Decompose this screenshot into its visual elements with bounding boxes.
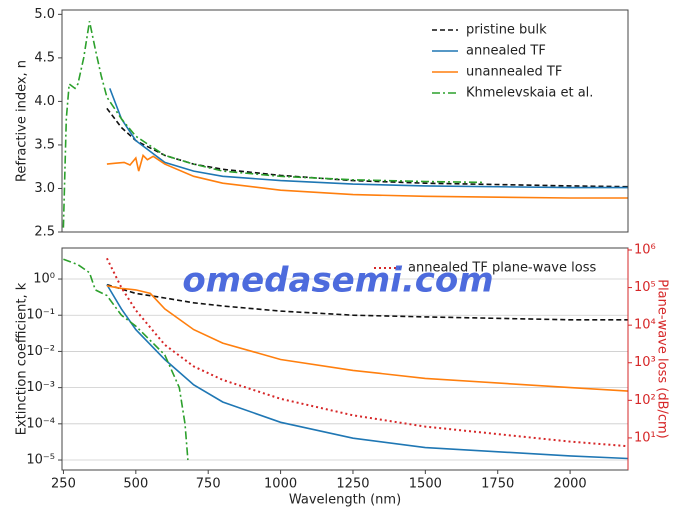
y2-tick-label: 10⁴ — [634, 318, 656, 333]
y2-axis-label: Plane-wave loss (dB/cm) — [655, 279, 670, 439]
y-tick-label: 10⁻⁵ — [26, 453, 55, 468]
series-line — [106, 283, 628, 321]
x-tick-label: 500 — [123, 477, 148, 492]
y-tick-label: 10⁻³ — [26, 380, 55, 395]
legend-label: pristine bulk — [466, 23, 547, 38]
series-line — [106, 285, 628, 392]
series-line — [109, 88, 628, 189]
x-tick-label: 1000 — [264, 477, 297, 492]
x-tick-label: 750 — [196, 477, 221, 492]
y2-tick-label: 10³ — [634, 355, 656, 370]
y2-tick-label: 10⁵ — [634, 280, 656, 295]
series-line — [63, 258, 189, 461]
legend-label: unannealed TF — [466, 65, 562, 80]
y-tick-label: 3.5 — [34, 137, 55, 152]
y2-tick-label: 10⁶ — [634, 242, 656, 257]
x-tick-label: 1750 — [481, 477, 514, 492]
plot-frame — [61, 9, 629, 233]
y-tick-label: 10⁻¹ — [26, 308, 55, 323]
y2-tick-label: 10¹ — [634, 430, 656, 445]
x-axis-label: Wavelength (nm) — [289, 493, 401, 508]
y-tick-label: 2.5 — [34, 225, 55, 240]
x-tick-label: 1250 — [336, 477, 369, 492]
y-axis-label: Extinction coefficient, k — [15, 282, 30, 435]
series-line — [62, 21, 484, 228]
y-tick-label: 10⁻² — [26, 344, 55, 359]
y-tick-label: 4.5 — [34, 50, 55, 65]
y-tick-label: 10⁰ — [33, 272, 55, 287]
series-line — [106, 153, 628, 199]
legend-label: annealed TF plane-wave loss — [408, 261, 596, 276]
y-tick-label: 10⁻⁴ — [26, 416, 55, 431]
x-tick-label: 1500 — [409, 477, 442, 492]
legend-label: annealed TF — [466, 44, 546, 59]
x-tick-label: 2000 — [554, 477, 587, 492]
watermark: omedasemi.com — [182, 261, 493, 301]
x-tick-label: 250 — [51, 477, 76, 492]
y-tick-label: 3.0 — [34, 181, 55, 196]
y-tick-label: 4.0 — [34, 94, 55, 109]
series-line — [106, 257, 628, 448]
y-axis-label: Refractive index, n — [15, 60, 30, 182]
y-tick-label: 5.0 — [34, 7, 55, 22]
series-line — [106, 107, 628, 188]
legend-label: Khmelevskaia et al. — [466, 86, 593, 101]
y2-tick-label: 10² — [634, 393, 656, 408]
